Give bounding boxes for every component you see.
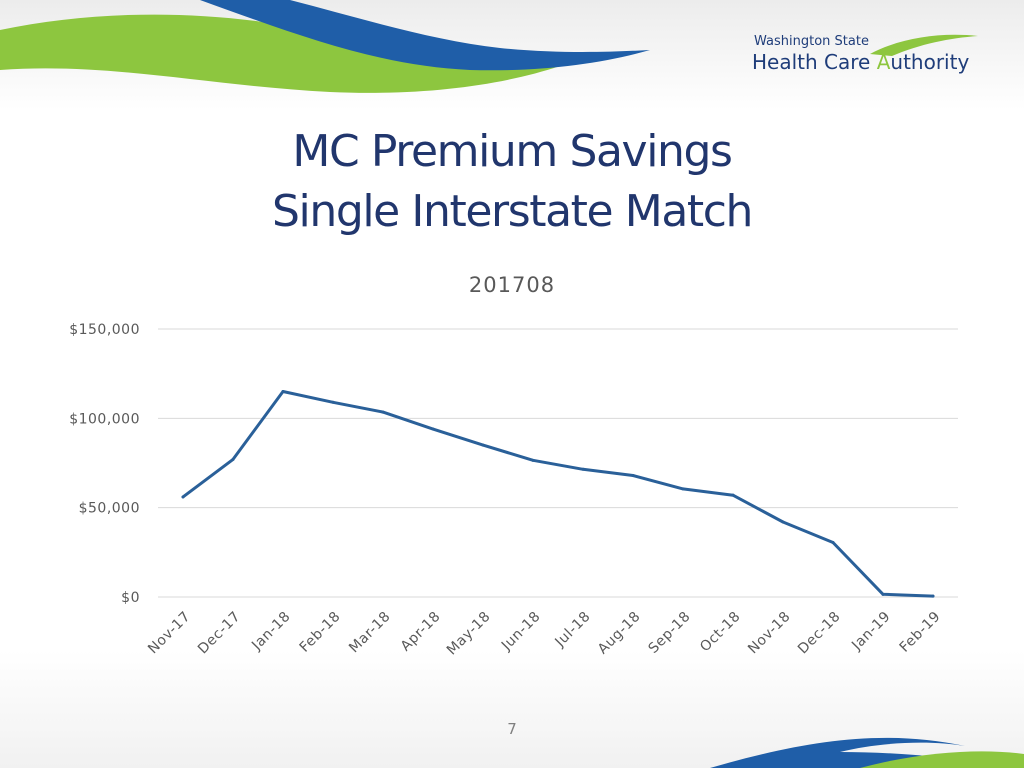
slide-title-line1: MC Premium Savings: [292, 126, 733, 177]
hca-logo: Washington State Health Care Authority: [752, 32, 982, 76]
logo-text-uthority: uthority: [890, 50, 970, 74]
x-tick-label: Dec-18: [795, 609, 844, 658]
data-point: [531, 458, 535, 462]
x-tick-label: May-18: [444, 609, 494, 659]
x-tick-label: Oct-18: [697, 609, 744, 656]
x-tick-label: Nov-17: [145, 609, 194, 658]
x-tick-label: Sep-18: [646, 609, 694, 657]
data-point: [581, 467, 585, 471]
x-tick-label: Jan-18: [248, 609, 294, 655]
y-tick-label: $50,000: [79, 501, 140, 517]
logo-text-a: A: [876, 50, 891, 74]
chart-title: 201708: [468, 273, 556, 297]
x-tick-label: Dec-17: [195, 609, 244, 658]
y-tick-label: $0: [121, 590, 140, 606]
x-tick-label: Feb-18: [297, 609, 344, 656]
x-tick-label: Feb-19: [897, 609, 944, 656]
data-point: [331, 400, 335, 404]
data-point: [781, 520, 785, 524]
data-point: [231, 457, 235, 461]
x-tick-label: Apr-18: [398, 609, 444, 655]
data-point: [181, 495, 185, 499]
chart-series: [181, 390, 935, 598]
data-point: [931, 594, 935, 598]
logo-text-health-care: Health Care: [752, 50, 877, 74]
y-tick-label: $100,000: [69, 411, 140, 427]
header-swoosh-decoration: [0, 0, 650, 93]
data-point: [431, 427, 435, 431]
data-point: [281, 390, 285, 394]
series-line: [181, 390, 935, 598]
y-tick-label: $150,000: [69, 322, 140, 338]
slide-title-line2: Single Interstate Match: [271, 186, 753, 237]
logo-swoosh-icon: [870, 34, 978, 56]
x-tick-label: Nov-18: [745, 609, 794, 658]
data-point: [731, 493, 735, 497]
data-point: [831, 541, 835, 545]
x-tick-label: Jul-18: [552, 609, 594, 651]
logo-text-line2: Health Care Authority: [752, 50, 969, 74]
y-axis-ticks: $0 $50,000 $100,000 $150,000: [69, 322, 140, 606]
x-tick-label: Mar-18: [346, 609, 394, 657]
data-point: [681, 487, 685, 491]
data-point: [881, 592, 885, 596]
x-tick-label: Aug-18: [595, 609, 644, 658]
data-point: [631, 474, 635, 478]
data-point: [381, 410, 385, 414]
chart-gridlines: [158, 328, 958, 598]
logo-text-line1: Washington State: [754, 34, 869, 49]
data-point: [481, 443, 485, 447]
x-tick-label: Jan-19: [848, 609, 894, 655]
x-tick-label: Jun-18: [498, 609, 544, 655]
x-axis-ticks: Nov-17 Dec-17 Jan-18 Feb-18 Mar-18 Apr-18 May-…: [145, 609, 944, 659]
page-number: 7: [507, 720, 517, 738]
slide-title: MC Premium Savings Single Interstate Mat…: [140, 122, 884, 242]
